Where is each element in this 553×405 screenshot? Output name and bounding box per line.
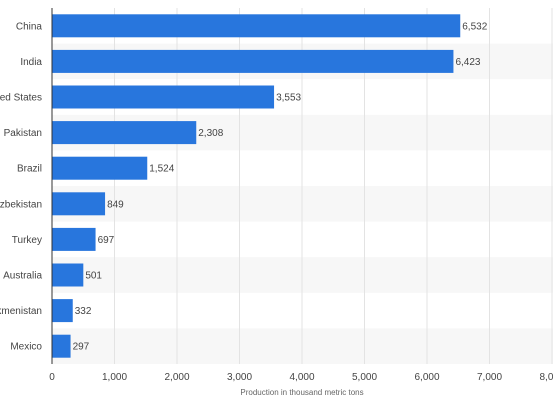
x-tick-labels: 0 1,000 2,000 3,000 4,000 5,000 6,000 7,000 8,00… xyxy=(49,372,553,383)
value-labels: 6,532 6,423 3,553 2,308 1,524 849 697 501 332 297 xyxy=(73,21,488,352)
x-tick-label: 1,000 xyxy=(102,372,127,383)
category-label: Pakistan xyxy=(4,128,42,139)
bars xyxy=(52,14,461,358)
value-label: 2,308 xyxy=(198,128,223,139)
x-tick-label: 0 xyxy=(49,372,55,383)
value-label: 6,532 xyxy=(462,21,487,32)
value-label: 297 xyxy=(73,342,90,353)
x-tick-label: 7,000 xyxy=(477,372,502,383)
value-label: 849 xyxy=(107,199,124,210)
category-label: China xyxy=(16,21,43,32)
category-label: Australia xyxy=(3,271,42,282)
value-label: 501 xyxy=(85,271,102,282)
bar xyxy=(52,192,106,216)
bar xyxy=(52,14,461,38)
category-label: Turkey xyxy=(12,235,42,246)
bar xyxy=(52,156,148,180)
bar xyxy=(52,227,96,251)
category-label: Brazil xyxy=(17,164,42,175)
x-tick-label: 4,000 xyxy=(289,372,314,383)
x-tick-label: 2,000 xyxy=(164,372,189,383)
value-label: 1,524 xyxy=(149,164,174,175)
category-label: United States xyxy=(0,93,42,104)
value-label: 6,423 xyxy=(455,57,480,68)
x-axis-title: Production in thousand metric tons xyxy=(240,388,363,397)
category-label: Mexico xyxy=(10,342,42,353)
x-tick-label: 3,000 xyxy=(227,372,252,383)
value-label: 3,553 xyxy=(276,93,301,104)
bar xyxy=(52,299,73,323)
x-tick-label: 6,000 xyxy=(414,372,439,383)
bar xyxy=(52,334,71,358)
bar xyxy=(52,85,275,109)
bar xyxy=(52,49,454,73)
x-tick-label: 8,000 xyxy=(539,372,553,383)
category-label: Uzbekistan xyxy=(0,199,42,210)
category-label: India xyxy=(20,57,42,68)
bar xyxy=(52,121,197,145)
value-label: 697 xyxy=(98,235,115,246)
value-label: 332 xyxy=(75,306,92,317)
bar xyxy=(52,263,84,287)
category-label: Turkmenistan xyxy=(0,306,42,317)
x-tick-label: 5,000 xyxy=(352,372,377,383)
category-labels: China India United States Pakistan Brazil Uzb… xyxy=(0,21,42,352)
